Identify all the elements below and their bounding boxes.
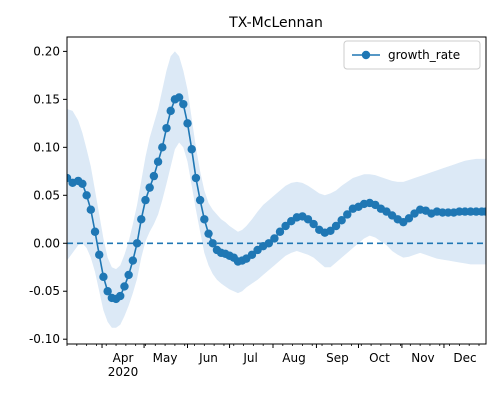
confidence-band xyxy=(67,51,486,328)
data-point xyxy=(103,287,112,296)
data-point xyxy=(78,179,87,188)
data-point xyxy=(270,234,279,243)
y-tick-label: -0.10 xyxy=(29,332,60,346)
x-tick-label: Sep xyxy=(326,351,349,365)
x-tick-year-label: 2020 xyxy=(108,365,139,379)
data-point xyxy=(90,227,100,236)
data-point xyxy=(200,215,209,224)
x-tick-label: Apr xyxy=(113,351,134,365)
data-point xyxy=(120,282,129,291)
y-tick-label: 0.05 xyxy=(33,188,60,202)
data-point xyxy=(137,215,146,224)
x-tick-label: Nov xyxy=(411,351,434,365)
data-point xyxy=(275,227,285,236)
data-point xyxy=(303,215,313,224)
data-point xyxy=(331,221,341,231)
data-point xyxy=(174,93,184,102)
data-point xyxy=(191,173,201,183)
data-point xyxy=(82,191,91,200)
data-point xyxy=(195,195,205,205)
y-tick-label: 0.20 xyxy=(33,44,60,58)
data-point xyxy=(326,226,335,235)
data-point xyxy=(309,219,318,229)
data-point xyxy=(343,210,352,219)
legend-label: growth_rate xyxy=(388,48,460,62)
legend: growth_rate xyxy=(343,40,481,70)
legend-marker-swatch xyxy=(361,50,371,60)
data-point xyxy=(162,123,171,133)
data-point xyxy=(132,239,142,248)
x-tick-label: Jun xyxy=(198,351,218,365)
data-point xyxy=(179,99,188,109)
data-point xyxy=(247,250,257,259)
data-point xyxy=(141,195,150,205)
data-point xyxy=(158,143,167,152)
plot-frame xyxy=(66,36,487,345)
data-point xyxy=(95,250,104,259)
data-point xyxy=(153,157,163,166)
data-point xyxy=(149,171,159,181)
y-tick-label: 0.10 xyxy=(33,140,60,154)
data-point xyxy=(204,229,213,238)
y-tick-label: 0.00 xyxy=(33,236,60,250)
data-point xyxy=(128,256,138,265)
data-point xyxy=(166,106,175,116)
confidence-band-layer xyxy=(67,51,486,328)
data-point xyxy=(183,119,192,128)
data-point xyxy=(404,214,414,223)
data-point xyxy=(187,145,196,154)
data-point xyxy=(86,205,96,214)
x-tick-label: Aug xyxy=(282,351,305,365)
data-point xyxy=(264,239,273,248)
x-tick-label: Dec xyxy=(453,351,476,365)
x-tick-label: Oct xyxy=(369,351,390,365)
legend-box xyxy=(343,40,481,70)
data-point xyxy=(116,291,125,301)
data-point xyxy=(337,216,346,225)
x-tick-label: Jul xyxy=(242,351,257,365)
y-tick-label: 0.15 xyxy=(33,92,60,106)
data-point xyxy=(281,221,290,231)
x-tick-label: May xyxy=(153,351,178,365)
data-point xyxy=(481,207,486,216)
series-points-layer xyxy=(67,93,486,304)
y-tick-label: -0.05 xyxy=(29,284,60,298)
data-point xyxy=(124,270,133,280)
data-point xyxy=(208,239,217,248)
chart-title: TX-McLennan xyxy=(228,15,323,31)
data-point xyxy=(145,183,154,192)
data-point xyxy=(99,272,108,282)
